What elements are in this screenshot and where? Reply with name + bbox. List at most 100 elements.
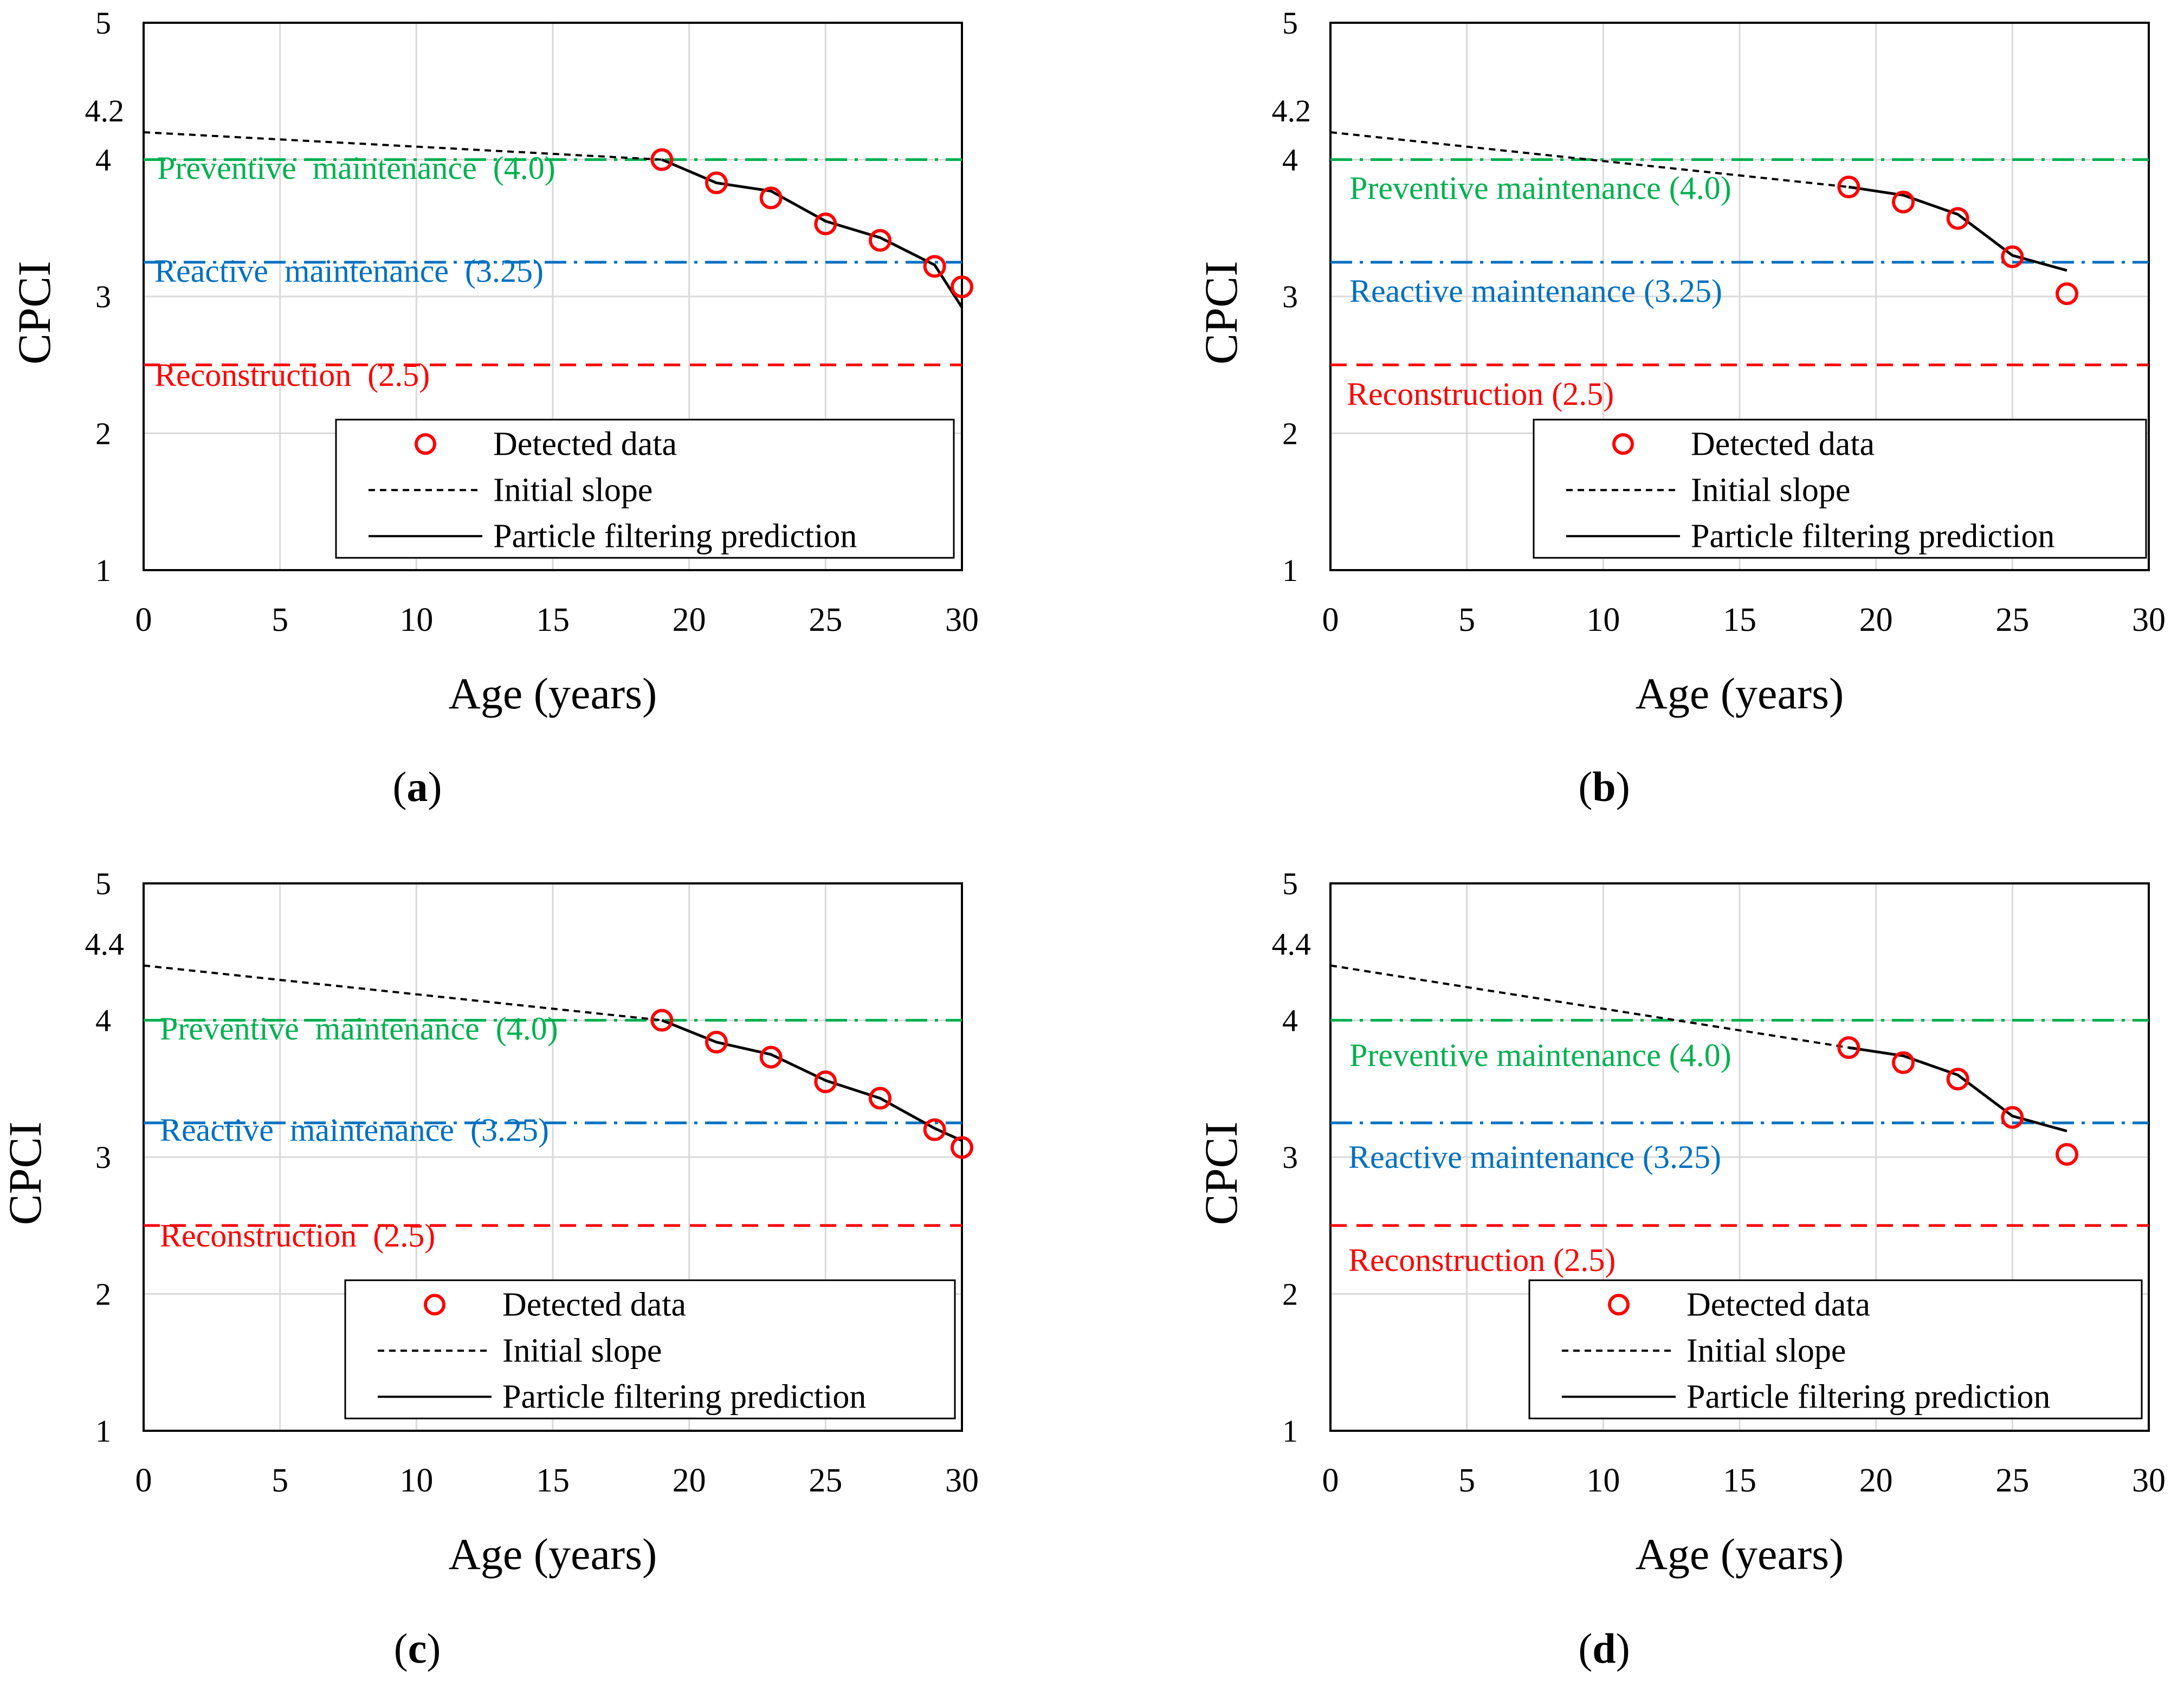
caption-letter: c (408, 1625, 427, 1672)
x-tick-label: 25 (1995, 1462, 2029, 1499)
legend-label: Initial slope (493, 472, 652, 508)
x-tick-label: 25 (809, 1462, 842, 1499)
x-tick-label: 5 (272, 1462, 288, 1499)
x-tick-label: 0 (1322, 602, 1339, 638)
y-tick-label: 5 (1282, 866, 1298, 901)
detected-data-point (1837, 176, 1860, 198)
detected-data-point (705, 1030, 728, 1054)
y-tick-label: 3 (1282, 1140, 1298, 1175)
y-tick-label: 5 (95, 866, 111, 901)
caption-close-paren: ) (427, 1625, 441, 1672)
caption-open-paren: ( (1578, 763, 1592, 810)
legend-label: Detected data (1687, 1286, 1870, 1323)
detected-data-point (759, 1045, 783, 1069)
detected-data-point (650, 148, 674, 171)
initial-slope-line (1330, 131, 1849, 188)
detected-data-point (869, 1087, 891, 1110)
legend-label: Detected data (493, 425, 677, 462)
reactive-threshold-label: Reactive maintenance (3.25) (1349, 273, 1722, 309)
panel-caption: (d) (1578, 1625, 1630, 1672)
detected-data-point (814, 1070, 837, 1094)
detected-data-point (951, 1136, 973, 1159)
x-tick-label: 0 (1322, 1462, 1339, 1499)
initial-value-label: 4.4 (85, 927, 125, 962)
panel-caption: (a) (393, 763, 442, 810)
legend-box (1528, 1279, 2143, 1419)
legend-label: Particle filtering prediction (1691, 518, 2054, 554)
x-axis-label: Age (years) (449, 669, 657, 718)
detected-data-point (814, 212, 837, 236)
x-tick-label: 5 (272, 602, 288, 638)
y-tick-label: 4 (95, 1003, 111, 1038)
reconstruction-threshold-label: Reconstruction (2.5) (160, 1218, 435, 1254)
caption-close-paren: ) (1616, 763, 1630, 810)
preventive-threshold-label: Preventive maintenance (4.0) (1349, 1037, 1731, 1073)
plot-frame (1329, 22, 2150, 571)
y-tick-label: 1 (95, 1413, 111, 1449)
y-tick-label: 2 (95, 1277, 111, 1312)
panel-c: 0 5 10 15 20 25 30 1 2 3 4 5 4.4 Age (years) CPCI (c) Pr… (0, 866, 979, 1672)
legend-label: Initial slope (502, 1332, 662, 1369)
detected-data-point (650, 1009, 674, 1032)
panel-caption: (c) (394, 1625, 441, 1672)
reconstruction-threshold-label: Reconstruction (2.5) (1348, 1242, 1616, 1278)
x-tick-label: 10 (399, 602, 433, 638)
legend-box (344, 1279, 956, 1419)
y-tick-label: 4 (95, 143, 111, 178)
particle-filtering-line (1848, 185, 2067, 272)
x-tick-label: 15 (1723, 602, 1756, 638)
legend-label: Detected data (1691, 425, 1875, 462)
y-tick-label: 3 (1282, 279, 1298, 314)
plot-frame (1329, 882, 2150, 1432)
legend-label: Initial slope (1691, 472, 1850, 508)
x-tick-label: 30 (945, 602, 979, 638)
legend-label: Particle filtering prediction (1687, 1378, 2050, 1415)
x-tick-label: 10 (399, 1462, 433, 1499)
caption-close-paren: ) (1616, 1625, 1630, 1672)
initial-value-label: 4.2 (1272, 93, 1311, 128)
legend-box (335, 418, 955, 559)
y-axis-label: CPCI (1195, 261, 1247, 364)
x-tick-label: 15 (1723, 1462, 1756, 1499)
y-tick-label: 3 (95, 279, 111, 314)
reactive-threshold-label: Reactive maintenance (3.25) (154, 253, 544, 289)
caption-letter: b (1592, 763, 1616, 810)
initial-value-label: 4.2 (85, 93, 125, 128)
particle-filtering-line (1848, 1046, 2067, 1133)
detected-data-point (951, 275, 973, 299)
y-tick-label: 2 (1282, 1277, 1298, 1312)
y-tick-label: 2 (1282, 416, 1298, 451)
reconstruction-threshold-label: Reconstruction (2.5) (154, 357, 430, 393)
y-tick-label: 4 (1282, 143, 1298, 178)
panel-a: 0 5 10 15 20 25 30 1 2 3 4 5 4.2 Age (years) CPCI (a) Pr… (8, 5, 979, 810)
caption-close-paren: ) (428, 763, 442, 810)
y-tick-label: 4 (1282, 1003, 1298, 1038)
x-tick-label: 30 (2132, 602, 2166, 638)
x-tick-label: 0 (135, 602, 152, 638)
y-tick-label: 5 (1282, 5, 1298, 41)
x-tick-label: 5 (1458, 602, 1475, 638)
initial-slope-line (143, 964, 662, 1022)
detected-data-point (759, 186, 783, 210)
x-axis-label: Age (years) (1636, 669, 1844, 718)
legend-label: Particle filtering prediction (493, 518, 857, 554)
x-tick-label: 20 (673, 1462, 706, 1499)
x-tick-label: 30 (2132, 1462, 2166, 1499)
caption-letter: d (1592, 1625, 1616, 1672)
x-tick-label: 10 (1586, 602, 1620, 638)
x-tick-label: 25 (1995, 602, 2029, 638)
caption-open-paren: ( (393, 763, 407, 810)
y-axis-label: CPCI (1195, 1121, 1247, 1225)
reactive-threshold-label: Reactive maintenance (3.25) (1348, 1139, 1721, 1175)
x-tick-label: 30 (945, 1462, 979, 1499)
legend-marker-swatch (1612, 433, 1634, 455)
y-tick-label: 5 (95, 5, 111, 41)
preventive-threshold-label: Preventive maintenance (4.0) (160, 1011, 558, 1047)
detected-data-point (2056, 282, 2078, 305)
legend-label: Particle filtering prediction (502, 1378, 866, 1415)
initial-slope-line (1330, 964, 1849, 1049)
detected-data-point (1946, 1068, 1969, 1091)
detected-data-point (1892, 1051, 1915, 1074)
detected-data-point (1892, 190, 1915, 214)
detected-data-point (1837, 1036, 1860, 1059)
